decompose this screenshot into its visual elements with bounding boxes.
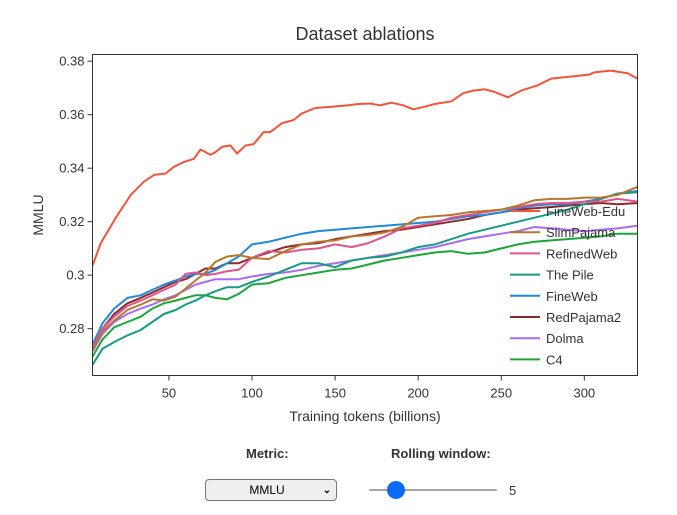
chart-title: Dataset ablations xyxy=(295,24,434,44)
legend-label: Dolma xyxy=(546,331,584,346)
y-tick-label: 0.32 xyxy=(59,214,84,229)
y-axis-label: MMLU xyxy=(30,194,46,235)
plot-frame xyxy=(92,54,638,376)
legend-item-dolma: Dolma xyxy=(510,331,584,346)
series-line-fineweb-edu xyxy=(92,69,638,266)
x-tick-label: 300 xyxy=(573,386,595,401)
y-tick-label: 0.28 xyxy=(59,321,84,336)
x-tick-label: 50 xyxy=(162,386,176,401)
legend-label: FineWeb xyxy=(546,289,598,304)
metric-label: Metric: xyxy=(246,446,289,461)
y-tick-label: 0.34 xyxy=(59,161,84,176)
legend-item-the-pile: The Pile xyxy=(510,268,594,283)
rolling-window-value: 5 xyxy=(509,483,517,498)
legend-label: SlimPajama xyxy=(546,225,616,240)
x-axis-label: Training tokens (billions) xyxy=(289,408,440,424)
y-axis: 0.28 0.3 0.32 0.34 0.36 0.38 xyxy=(59,54,93,336)
chevron-down-icon: ⌄ xyxy=(322,484,332,496)
x-tick-label: 100 xyxy=(241,386,263,401)
x-tick-label: 250 xyxy=(490,386,512,401)
legend: FineWeb-Edu SlimPajama RefinedWeb The Pile F… xyxy=(510,204,625,367)
chart: Dataset ablations 0.28 0.3 0.32 0.34 0.36 0.3… xyxy=(30,24,638,424)
legend-item-c4: C4 xyxy=(510,352,563,367)
legend-label: FineWeb-Edu xyxy=(546,204,625,219)
legend-label: The Pile xyxy=(546,268,594,283)
series-line-the-pile xyxy=(92,191,638,366)
series-line-fineweb xyxy=(92,189,638,346)
slider-track[interactable] xyxy=(369,489,497,491)
metric-dropdown-value: MMLU xyxy=(249,483,285,497)
legend-item-slimpajama: SlimPajama xyxy=(510,225,616,240)
legend-item-fineweb-edu: FineWeb-Edu xyxy=(510,204,625,219)
series-line-refinedweb xyxy=(92,197,638,348)
legend-item-fineweb: FineWeb xyxy=(510,289,598,304)
rolling-window-label: Rolling window: xyxy=(391,446,491,461)
y-tick-label: 0.36 xyxy=(59,107,84,122)
x-axis: 50 100 150 200 250 300 xyxy=(162,375,595,401)
rolling-window-slider[interactable] xyxy=(369,480,497,500)
metric-dropdown[interactable]: MMLU ⌄ xyxy=(205,479,337,501)
legend-item-redpajama2: RedPajama2 xyxy=(510,310,621,325)
legend-label: RefinedWeb xyxy=(546,246,617,261)
legend-label: C4 xyxy=(546,352,563,367)
x-tick-label: 150 xyxy=(324,386,346,401)
x-tick-label: 200 xyxy=(407,386,429,401)
series-lines xyxy=(92,69,638,366)
legend-label: RedPajama2 xyxy=(546,310,621,325)
y-tick-label: 0.3 xyxy=(66,268,84,283)
slider-thumb[interactable] xyxy=(386,481,405,499)
y-tick-label: 0.38 xyxy=(59,54,84,69)
series-line-c4 xyxy=(92,232,638,358)
series-line-slimpajama xyxy=(92,185,638,351)
legend-item-refinedweb: RefinedWeb xyxy=(510,246,617,261)
